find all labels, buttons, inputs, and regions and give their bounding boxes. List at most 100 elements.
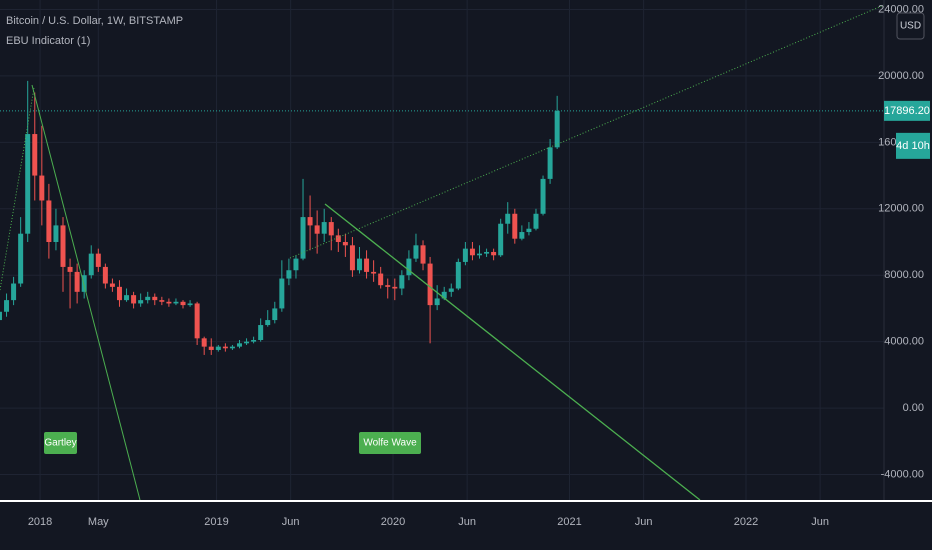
indicator-title: EBU Indicator (1) <box>6 35 90 47</box>
candle-body <box>0 311 2 321</box>
candle-body <box>39 175 45 201</box>
candle-body <box>286 270 292 279</box>
candle-body <box>265 320 271 326</box>
candle-body <box>385 285 391 287</box>
candle-body <box>505 213 511 224</box>
candle-body <box>95 253 101 267</box>
candle-body <box>180 301 186 306</box>
candle-body <box>427 263 433 306</box>
x-tick-label: Jun <box>811 516 829 528</box>
candle-body <box>109 283 115 287</box>
candle-body <box>74 271 80 292</box>
last-price-label: 17896.20 <box>884 105 930 117</box>
dotted-line <box>0 87 35 291</box>
candle-body <box>88 253 94 276</box>
candle-body <box>293 258 299 271</box>
candle-body <box>406 258 412 276</box>
candle-body <box>124 295 130 301</box>
candle-body <box>498 223 504 256</box>
candle-body <box>455 261 461 289</box>
candle-body <box>469 248 475 256</box>
y-tick-label: 20000.00 <box>878 70 924 82</box>
drawings <box>0 4 885 501</box>
candle-body <box>434 298 440 306</box>
candle-body <box>236 343 242 347</box>
wolfe-line <box>324 203 701 501</box>
y-tick-label: 0.00 <box>903 402 924 414</box>
x-tick-label: 2018 <box>28 516 52 528</box>
candle-body <box>448 288 454 292</box>
candle-body <box>258 325 264 340</box>
y-tick-label: -4000.00 <box>881 468 924 480</box>
annotation-box <box>359 432 421 454</box>
candle-body <box>251 339 257 342</box>
candle-body <box>413 245 419 259</box>
candle-body <box>208 346 214 350</box>
candle-body <box>491 251 497 256</box>
gartley-line <box>31 84 141 501</box>
axes: -4000.000.004000.008000.0012000.0016000.… <box>28 3 924 528</box>
annotation: Wolfe Wave <box>363 438 417 449</box>
candles <box>0 80 560 355</box>
x-tick-label: Jun <box>635 516 653 528</box>
x-tick-label: Jun <box>458 516 476 528</box>
countdown-box <box>896 132 930 159</box>
candle-body <box>215 346 221 350</box>
candle-body <box>18 233 24 284</box>
candle-body <box>364 258 370 272</box>
candle-body <box>441 291 447 299</box>
candle-body <box>272 308 278 321</box>
candle-body <box>131 295 137 304</box>
candle-body <box>512 213 518 239</box>
annotation-box <box>44 432 77 454</box>
candle-body <box>116 286 122 301</box>
candle-body <box>321 222 327 234</box>
x-tick-label: May <box>88 516 109 528</box>
y-tick-label: 24000.00 <box>878 3 924 15</box>
currency-label[interactable]: USD <box>900 21 921 32</box>
annotation: Gartley <box>44 438 76 449</box>
candle-body <box>173 301 179 304</box>
candle-body <box>60 225 66 267</box>
candle-body <box>547 147 553 179</box>
candle-body <box>519 232 525 239</box>
candle-body <box>342 242 348 246</box>
candle-body <box>420 245 426 264</box>
candle-body <box>533 213 539 229</box>
candle-body <box>526 228 532 233</box>
candle-body <box>307 217 313 226</box>
candle-body <box>25 134 31 234</box>
candle-body <box>102 266 108 284</box>
candle-body <box>378 273 384 286</box>
candle-body <box>187 303 193 306</box>
x-tick-label: 2019 <box>204 516 228 528</box>
candle-body <box>4 300 10 312</box>
candle-body <box>300 217 306 259</box>
candle-body <box>540 178 546 214</box>
x-tick-label: Jun <box>282 516 300 528</box>
candle-body <box>152 296 158 301</box>
candle-body <box>244 341 250 344</box>
countdown-label: 4d 10h <box>896 140 930 152</box>
candle-body <box>53 225 59 243</box>
candle-body <box>554 110 560 148</box>
candle-body <box>81 275 87 292</box>
candle-body <box>462 248 468 262</box>
candle-body <box>399 275 405 289</box>
candle-body <box>477 253 483 256</box>
y-tick-label: 8000.00 <box>884 269 924 281</box>
candle-body <box>314 225 320 234</box>
candle-body <box>138 300 144 304</box>
candle-body <box>279 278 285 309</box>
x-tick-label: 2021 <box>557 516 581 528</box>
y-tick-label: 12000.00 <box>878 203 924 215</box>
currency-box[interactable] <box>896 12 925 40</box>
x-tick-label: 2020 <box>381 516 405 528</box>
candle-body <box>159 300 165 302</box>
candle-body <box>229 346 235 349</box>
candle-body <box>32 134 38 176</box>
candle-body <box>46 200 52 243</box>
candle-body <box>371 271 377 274</box>
candle-body <box>392 286 398 289</box>
